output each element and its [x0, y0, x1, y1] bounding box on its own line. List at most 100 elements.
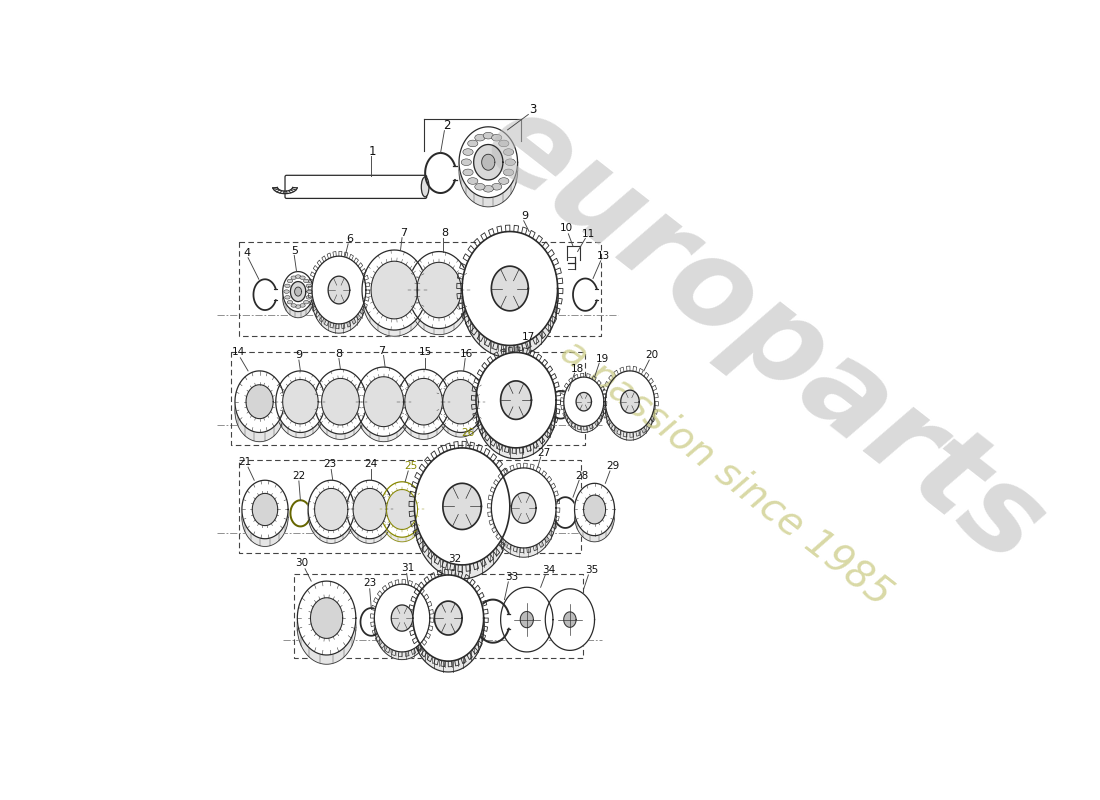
Polygon shape — [620, 390, 639, 414]
Text: 23: 23 — [323, 459, 337, 469]
Ellipse shape — [307, 290, 312, 294]
Polygon shape — [310, 598, 343, 638]
Polygon shape — [362, 256, 427, 336]
Polygon shape — [371, 262, 418, 319]
Text: 29: 29 — [606, 461, 619, 470]
Ellipse shape — [306, 284, 311, 287]
Polygon shape — [417, 262, 461, 318]
Text: 23: 23 — [363, 578, 376, 589]
Polygon shape — [353, 489, 386, 530]
Text: 14: 14 — [231, 347, 244, 358]
Polygon shape — [408, 251, 470, 329]
Polygon shape — [242, 480, 288, 538]
Ellipse shape — [285, 295, 290, 299]
Polygon shape — [492, 266, 528, 311]
Polygon shape — [443, 379, 478, 424]
Polygon shape — [474, 145, 503, 180]
Text: 19: 19 — [595, 354, 609, 363]
Polygon shape — [574, 490, 615, 542]
Polygon shape — [346, 485, 393, 543]
Text: 2: 2 — [443, 118, 451, 132]
Polygon shape — [356, 367, 411, 436]
Polygon shape — [392, 605, 412, 631]
Ellipse shape — [292, 304, 296, 307]
Text: 18: 18 — [571, 363, 584, 374]
Text: 4: 4 — [243, 248, 250, 258]
Polygon shape — [574, 483, 615, 536]
Polygon shape — [459, 127, 517, 198]
Polygon shape — [605, 371, 654, 433]
Text: 20: 20 — [646, 350, 659, 361]
Polygon shape — [520, 611, 534, 628]
Ellipse shape — [287, 279, 293, 282]
Text: 11: 11 — [582, 229, 595, 239]
Polygon shape — [434, 601, 462, 635]
Polygon shape — [283, 278, 313, 318]
Polygon shape — [276, 376, 326, 438]
Text: 5: 5 — [290, 246, 298, 256]
Polygon shape — [362, 250, 427, 330]
Text: 1: 1 — [368, 145, 376, 158]
Text: 22: 22 — [293, 470, 306, 481]
Polygon shape — [583, 495, 606, 524]
Polygon shape — [476, 363, 556, 458]
Ellipse shape — [505, 159, 516, 166]
Polygon shape — [315, 370, 366, 434]
Polygon shape — [252, 494, 277, 526]
Ellipse shape — [292, 276, 296, 279]
Polygon shape — [564, 383, 604, 433]
Polygon shape — [235, 371, 284, 433]
Text: 24: 24 — [364, 459, 378, 469]
Text: 16: 16 — [460, 349, 473, 359]
Text: 13: 13 — [597, 251, 611, 261]
Polygon shape — [492, 477, 556, 558]
Polygon shape — [295, 287, 301, 296]
Polygon shape — [312, 266, 366, 333]
Ellipse shape — [463, 149, 473, 155]
Ellipse shape — [306, 295, 311, 299]
Text: 7: 7 — [400, 228, 407, 238]
Polygon shape — [564, 612, 576, 627]
Text: 9: 9 — [521, 211, 529, 221]
Text: 6: 6 — [346, 234, 353, 244]
Polygon shape — [397, 370, 450, 434]
Ellipse shape — [300, 276, 305, 279]
Polygon shape — [364, 377, 404, 426]
Polygon shape — [381, 482, 424, 538]
Polygon shape — [500, 381, 531, 419]
Polygon shape — [315, 374, 366, 439]
Ellipse shape — [463, 169, 473, 176]
Text: 34: 34 — [541, 565, 556, 574]
Text: 30: 30 — [296, 558, 308, 568]
Polygon shape — [374, 592, 430, 660]
Ellipse shape — [284, 290, 289, 294]
Polygon shape — [492, 468, 556, 548]
Text: 8: 8 — [336, 349, 342, 359]
Polygon shape — [374, 584, 430, 652]
Text: 9: 9 — [295, 350, 302, 361]
Text: 15: 15 — [418, 347, 432, 358]
Ellipse shape — [421, 177, 429, 197]
Polygon shape — [328, 276, 350, 304]
Ellipse shape — [498, 178, 509, 184]
Polygon shape — [512, 493, 536, 523]
Polygon shape — [308, 485, 354, 543]
Text: 28: 28 — [575, 470, 589, 481]
Text: 25: 25 — [405, 462, 418, 471]
Text: 17: 17 — [521, 332, 535, 342]
Polygon shape — [381, 486, 424, 542]
Text: 31: 31 — [400, 563, 414, 573]
Text: 35: 35 — [585, 566, 598, 575]
Ellipse shape — [475, 134, 485, 141]
Ellipse shape — [468, 178, 477, 184]
Polygon shape — [308, 480, 354, 538]
Text: 27: 27 — [537, 447, 550, 458]
Polygon shape — [283, 379, 318, 424]
Text: 33: 33 — [505, 572, 518, 582]
Polygon shape — [436, 371, 485, 433]
Polygon shape — [482, 154, 495, 170]
Polygon shape — [397, 374, 450, 439]
Polygon shape — [476, 353, 556, 448]
Ellipse shape — [483, 132, 494, 139]
Ellipse shape — [492, 183, 502, 190]
